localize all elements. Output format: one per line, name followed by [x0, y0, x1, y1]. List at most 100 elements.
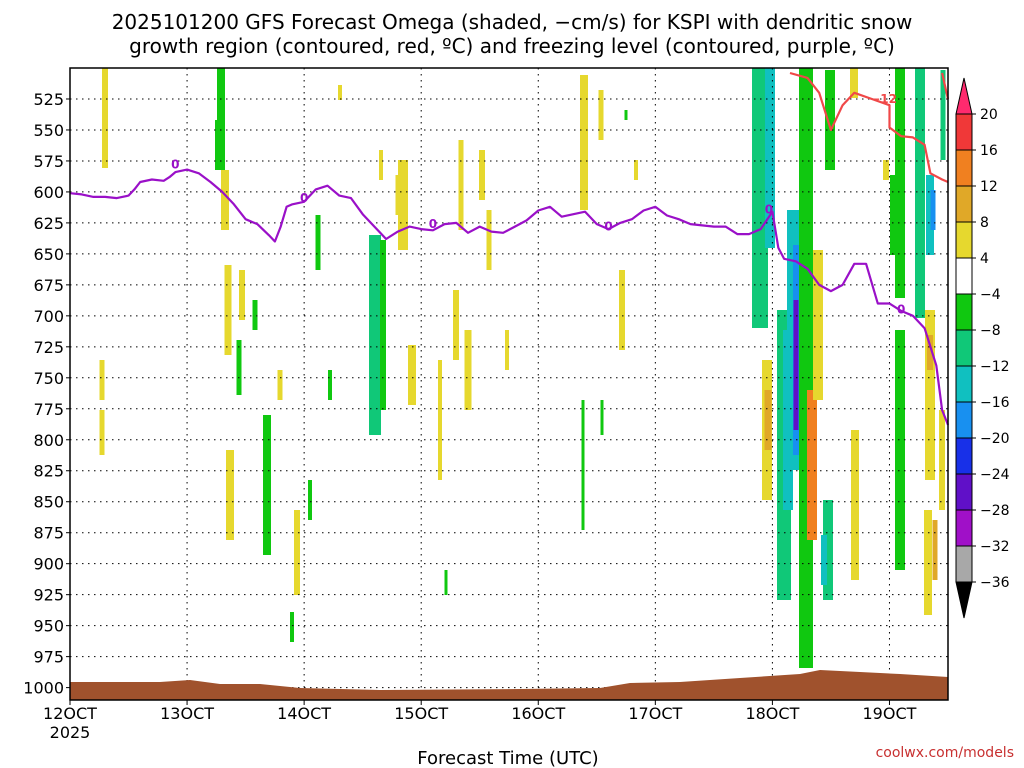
- omega-shade-cell: [380, 240, 386, 410]
- omega-shade-cell: [850, 68, 858, 98]
- x-tick-label: 15OCT: [394, 704, 448, 723]
- plot-frame: [69, 67, 949, 701]
- omega-shade-cell: [479, 150, 485, 200]
- colorbar-segment: [955, 401, 973, 439]
- grid-lines: [69, 68, 948, 700]
- omega-shade-cell: [924, 510, 932, 615]
- omega-shade-cell: [252, 300, 258, 330]
- colorbar-tick-label: −8: [980, 323, 1001, 339]
- omega-shade-cell: [634, 160, 638, 180]
- omega-shade-cell: [883, 160, 889, 180]
- y-axis-pressure: 525 550 575 600 625 650 675 700 725 750 775 800 825 8…: [23, 90, 70, 698]
- omega-shade-cell: [895, 68, 905, 298]
- colorbar-segment: [955, 329, 973, 367]
- omega-shade-cell: [799, 68, 813, 668]
- omega-shade-cell: [328, 370, 332, 400]
- colorbar-segment: [955, 149, 973, 187]
- colorbar-tick-label: −20: [980, 431, 1010, 447]
- omega-shade-cell: [438, 360, 442, 480]
- colorbar-segment: [955, 293, 973, 331]
- omega-shade-cell: [239, 270, 245, 320]
- colorbar-tick-label: −16: [980, 395, 1010, 411]
- freezing-level-label: 0: [429, 217, 437, 231]
- omega-shade-cell: [807, 390, 817, 540]
- credit-text: coolwx.com/models: [876, 745, 1014, 761]
- dgz-contour-label: −12: [870, 92, 897, 106]
- omega-shade-cell: [580, 75, 588, 210]
- chart-title-line-1: 2025101200 GFS Forecast Omega (shaded, −…: [112, 10, 913, 34]
- omega-shade-cell: [927, 335, 933, 370]
- omega-shading: [99, 68, 946, 668]
- omega-shade-cell: [821, 535, 827, 585]
- omega-shade-cell: [600, 400, 604, 435]
- y-tick-label: 900: [33, 555, 64, 574]
- colorbar-tick-label: −36: [980, 575, 1010, 591]
- omega-shade-cell: [444, 570, 448, 595]
- x-axis-time: 12OCT 13OCT 14OCT 15OCT 16OCT 17OCT 18OCT 19OCT: [43, 700, 917, 723]
- x-tick-label: 13OCT: [160, 704, 214, 723]
- omega-shade-cell: [102, 68, 108, 168]
- dgz-contour: [941, 72, 950, 100]
- x-axis-year-label: 2025: [50, 723, 91, 742]
- omega-shade-cell: [940, 70, 946, 160]
- omega-shade-cell: [236, 340, 242, 395]
- freezing-level-label: 0: [604, 220, 612, 234]
- colorbar-segment: [955, 257, 973, 295]
- omega-shade-cell: [263, 415, 271, 555]
- y-tick-label: 925: [33, 586, 64, 605]
- colorbar-segment: [955, 545, 973, 583]
- colorbar-segment: [955, 365, 973, 403]
- omega-shade-cell: [823, 500, 833, 600]
- omega-shade-cell: [338, 85, 342, 100]
- freezing-level-contour: [69, 168, 950, 426]
- omega-shade-cell: [598, 90, 604, 140]
- contour-lines: 0 0 0 0 0 0 −12: [69, 71, 950, 426]
- omega-shade-cell: [395, 175, 401, 215]
- omega-shade-cell: [793, 300, 799, 430]
- omega-shade-cell: [765, 68, 775, 248]
- omega-shade-cell: [464, 330, 472, 410]
- x-tick-label: 14OCT: [277, 704, 331, 723]
- omega-shade-cell: [624, 110, 628, 120]
- omega-shade-cell: [939, 410, 945, 510]
- freezing-level-label: 0: [765, 202, 773, 216]
- omega-shade-cell: [813, 250, 823, 400]
- colorbar-segment: [955, 221, 973, 259]
- omega-shade-cell: [453, 290, 459, 360]
- omega-shade-cell: [290, 612, 294, 642]
- y-tick-label: 700: [33, 307, 64, 326]
- y-tick-label: 650: [33, 245, 64, 264]
- y-tick-label: 825: [33, 462, 64, 481]
- y-tick-label: 600: [33, 183, 64, 202]
- omega-shade-cell: [99, 360, 105, 400]
- omega-shade-cell: [458, 140, 464, 230]
- colorbar-bottom-arrow: [955, 581, 973, 619]
- y-tick-label: 875: [33, 524, 64, 543]
- colorbar-segment: [955, 113, 973, 151]
- y-tick-label: 800: [33, 431, 64, 450]
- y-tick-label: 675: [33, 276, 64, 295]
- colorbar-tick-label: −32: [980, 539, 1010, 555]
- omega-shade-cell: [619, 270, 625, 350]
- omega-shade-cell: [925, 310, 935, 480]
- omega-shade-cell: [895, 330, 905, 570]
- dgz-contour: [789, 71, 949, 184]
- colorbar-tick-label: 8: [980, 215, 989, 231]
- colorbar: 20 16 12 8 4 −4 −8 −12 −16 −20 −24 −28 −32 −36: [955, 77, 1010, 619]
- omega-shade-cell: [369, 235, 381, 435]
- colorbar-tick-label: −28: [980, 503, 1010, 519]
- colorbar-segment: [955, 473, 973, 511]
- y-tick-label: 750: [33, 369, 64, 388]
- y-tick-label: 850: [33, 493, 64, 512]
- omega-shade-cell: [217, 68, 225, 123]
- y-tick-label: 950: [33, 617, 64, 636]
- omega-shade-cell: [224, 265, 232, 355]
- omega-shade-cell: [379, 150, 383, 180]
- y-tick-label: 975: [33, 648, 64, 667]
- omega-shade-cell: [277, 370, 283, 400]
- omega-shade-cell: [851, 430, 859, 580]
- omega-shade-cell: [408, 345, 416, 405]
- omega-shade-cell: [398, 160, 408, 250]
- x-axis-title: Forecast Time (UTC): [417, 748, 598, 768]
- colorbar-segment: [955, 185, 973, 223]
